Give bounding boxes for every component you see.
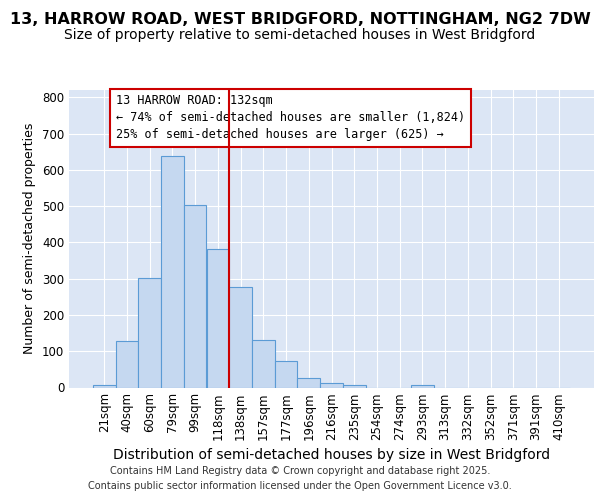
Bar [206, 248, 229, 388]
Text: Contains HM Land Registry data © Crown copyright and database right 2025.: Contains HM Land Registry data © Crown c… [110, 466, 490, 476]
Bar [161, 156, 184, 388]
Text: Size of property relative to semi-detached houses in West Bridgford: Size of property relative to semi-detach… [64, 28, 536, 42]
X-axis label: Distribution of semi-detached houses by size in West Bridgford: Distribution of semi-detached houses by … [113, 448, 550, 462]
Text: 13, HARROW ROAD, WEST BRIDGFORD, NOTTINGHAM, NG2 7DW: 13, HARROW ROAD, WEST BRIDGFORD, NOTTING… [10, 12, 590, 28]
Bar [252, 340, 275, 388]
Bar [229, 286, 252, 388]
Bar [184, 205, 206, 388]
Text: 13 HARROW ROAD: 132sqm
← 74% of semi-detached houses are smaller (1,824)
25% of : 13 HARROW ROAD: 132sqm ← 74% of semi-det… [116, 94, 466, 142]
Bar [275, 362, 298, 388]
Text: Contains public sector information licensed under the Open Government Licence v3: Contains public sector information licen… [88, 481, 512, 491]
Bar [116, 341, 139, 388]
Bar [411, 384, 434, 388]
Bar [320, 383, 343, 388]
Y-axis label: Number of semi-detached properties: Number of semi-detached properties [23, 123, 37, 354]
Bar [298, 378, 320, 388]
Bar [93, 384, 116, 388]
Bar [343, 384, 365, 388]
Bar [139, 278, 161, 388]
